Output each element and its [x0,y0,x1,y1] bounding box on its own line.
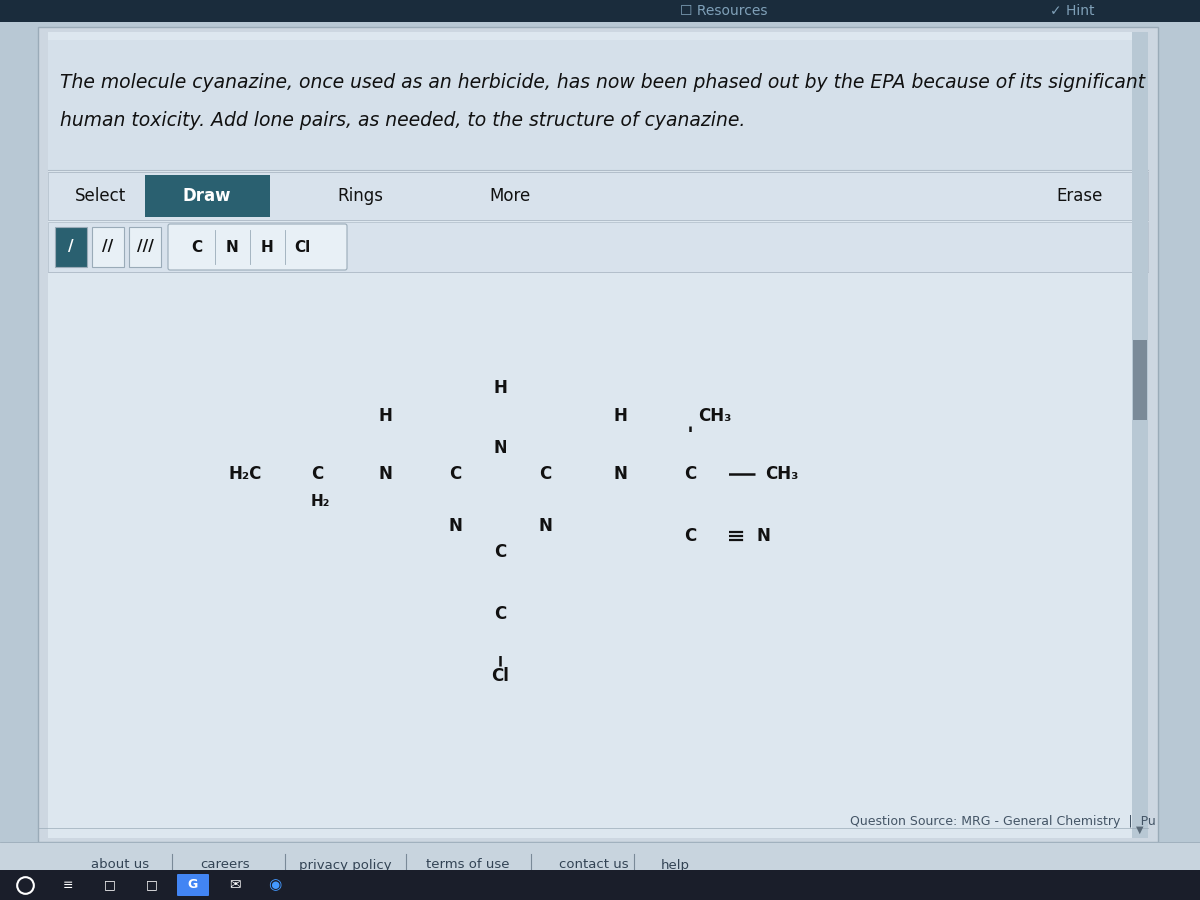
Text: H₂: H₂ [311,494,330,509]
Text: N: N [493,439,506,457]
Text: C: C [494,543,506,561]
Text: ☐ Resources: ☐ Resources [680,4,768,18]
Text: C: C [494,605,506,623]
Text: CH₃: CH₃ [698,407,732,425]
Bar [1133,340,1147,420]
Bar [48,40,1148,170]
Text: ▼: ▼ [1136,825,1144,835]
Text: H: H [613,407,626,425]
Bar [1132,32,1148,838]
Text: □: □ [104,878,116,892]
Text: about us: about us [91,859,149,871]
Text: N: N [538,517,552,535]
Text: //: // [102,239,114,255]
Text: contact us: contact us [559,859,629,871]
Bar [145,175,270,217]
Text: Cl: Cl [294,239,310,255]
Bar [92,227,124,267]
Text: ◉: ◉ [269,878,282,893]
FancyBboxPatch shape [168,224,347,270]
Bar [48,172,1148,220]
Text: ✉: ✉ [229,878,241,892]
Bar [48,32,1148,838]
Text: ✓ Hint: ✓ Hint [1050,4,1094,18]
Bar [130,227,161,267]
Text: N: N [378,465,392,483]
Text: terms of use: terms of use [426,859,510,871]
Text: H: H [493,379,506,397]
Text: N: N [448,517,462,535]
FancyBboxPatch shape [178,874,209,896]
Text: CH₃: CH₃ [766,465,798,483]
Text: H₂C: H₂C [228,465,262,483]
Text: human toxicity. Add lone pairs, as needed, to the structure of cyanazine.: human toxicity. Add lone pairs, as neede… [60,111,745,130]
Text: C: C [311,465,323,483]
Text: H: H [260,239,274,255]
Text: ≡: ≡ [62,878,73,892]
Bar [55,227,88,267]
Text: □: □ [146,878,158,892]
Text: careers: careers [200,859,250,871]
Text: G: G [188,878,198,892]
Text: The molecule cyanazine, once used as an herbicide, has now been phased out by th: The molecule cyanazine, once used as an … [60,73,1145,92]
Text: Cl: Cl [491,667,509,685]
Bar [48,222,1148,272]
Text: N: N [226,239,239,255]
Text: N: N [613,465,626,483]
Text: C: C [192,239,203,255]
Text: privacy policy: privacy policy [299,859,391,871]
Text: Erase: Erase [1057,187,1103,205]
Text: C: C [684,527,696,545]
Bar [0,842,1200,900]
Text: More: More [490,187,530,205]
Text: /: / [68,239,74,255]
Text: Select: Select [74,187,126,205]
Text: C: C [539,465,551,483]
Text: help: help [660,859,690,871]
Bar [0,870,1200,900]
Text: H: H [378,407,392,425]
Bar [0,0,1200,22]
Text: C: C [684,465,696,483]
Text: Question Source: MRG - General Chemistry  |  Pu: Question Source: MRG - General Chemistry… [850,815,1156,829]
Text: ///: /// [137,239,154,255]
Text: C: C [449,465,461,483]
Text: N: N [756,527,770,545]
Text: Draw: Draw [182,187,232,205]
Text: Rings: Rings [337,187,383,205]
